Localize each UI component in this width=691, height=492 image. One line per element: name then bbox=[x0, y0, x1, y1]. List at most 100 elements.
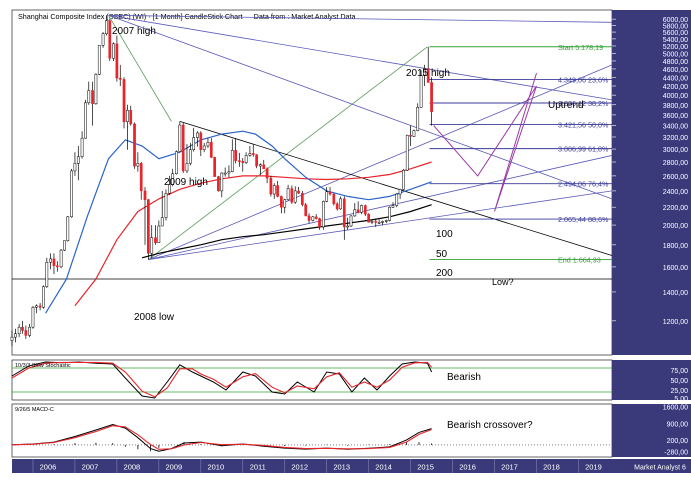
trend-line bbox=[108, 14, 613, 200]
macd-tick-label: -280,00 bbox=[664, 450, 688, 457]
annotation-2009-high: 2009 high bbox=[164, 177, 208, 188]
candle-body bbox=[171, 173, 175, 186]
candle-body bbox=[21, 326, 24, 331]
candle-body bbox=[80, 137, 84, 157]
fib-level-label: Start 5.178,19 bbox=[558, 43, 603, 52]
candle-body bbox=[388, 206, 391, 221]
projection-line bbox=[433, 72, 537, 212]
stochastic-tick-label: 25,00 bbox=[670, 388, 688, 395]
year-label: 2018 bbox=[543, 463, 560, 472]
candle-body bbox=[265, 168, 269, 179]
year-label: 2009 bbox=[166, 463, 183, 472]
candle-body bbox=[412, 130, 416, 137]
price-tick-label: 1200,00 bbox=[663, 319, 688, 326]
candle-body bbox=[87, 90, 91, 104]
stochastic-k-line bbox=[11, 361, 433, 399]
candle-body bbox=[14, 333, 17, 338]
price-tick-label: 4800,00 bbox=[663, 59, 688, 66]
price-tick-label: 4400,00 bbox=[663, 75, 688, 82]
candle-body bbox=[280, 196, 283, 208]
candle-body bbox=[122, 79, 126, 123]
candle-body bbox=[290, 188, 294, 203]
candle-body bbox=[97, 44, 101, 75]
year-label: 2015 bbox=[417, 463, 434, 472]
candle-body bbox=[150, 237, 154, 254]
candle-body bbox=[31, 307, 35, 328]
price-tick-label: 1400,00 bbox=[663, 290, 688, 297]
vendor-label: Market Analyst 6 bbox=[634, 465, 686, 472]
candle-body bbox=[84, 102, 87, 139]
candle-body bbox=[409, 134, 412, 137]
candle-body bbox=[10, 336, 14, 341]
price-tick-label: 5600,00 bbox=[663, 30, 688, 37]
price-tick-label: 6000,00 bbox=[663, 17, 688, 24]
candle-body bbox=[370, 221, 374, 223]
candle-body bbox=[42, 286, 45, 308]
annotation-uptrend: Uptrend bbox=[548, 100, 584, 111]
price-tick-label: 2400,00 bbox=[663, 189, 688, 196]
candle-body bbox=[45, 262, 49, 287]
year-label: 2008 bbox=[124, 463, 141, 472]
candle-body bbox=[349, 215, 353, 227]
trend-line bbox=[108, 15, 172, 122]
candle-body bbox=[339, 198, 342, 210]
candle-body bbox=[34, 305, 38, 308]
candle-body bbox=[311, 216, 315, 221]
price-tick-label: 3400,00 bbox=[663, 124, 688, 131]
candle-body bbox=[300, 193, 304, 205]
candle-body bbox=[416, 106, 420, 131]
annotation-bearish-crossover: Bearish crossover? bbox=[447, 420, 533, 431]
trend-line bbox=[148, 155, 613, 260]
candle-body bbox=[423, 68, 426, 76]
ma200-line bbox=[141, 204, 432, 259]
stochastic-d-line bbox=[11, 361, 433, 398]
macd-axis-bg bbox=[612, 404, 691, 457]
candle-body bbox=[164, 193, 168, 218]
year-label: 2019 bbox=[585, 463, 602, 472]
candle-body bbox=[94, 74, 98, 105]
candle-body bbox=[356, 209, 360, 213]
candle-body bbox=[255, 154, 258, 167]
candle-body bbox=[241, 161, 245, 163]
fib-level-label: 3.006,99 61,8% bbox=[558, 145, 609, 154]
candle-body bbox=[157, 225, 161, 244]
price-tick-label: 5800,00 bbox=[663, 24, 688, 31]
candle-body bbox=[70, 170, 73, 218]
candle-body bbox=[381, 221, 384, 223]
year-label: 2006 bbox=[40, 463, 57, 472]
candle-body bbox=[259, 164, 262, 167]
stochastic-tick-label: 50,00 bbox=[670, 378, 688, 385]
price-panel-frame bbox=[11, 9, 613, 356]
year-label: 2016 bbox=[459, 463, 476, 472]
macd-label: 9/26/5 MACD-C bbox=[15, 407, 54, 413]
stochastic-axis-bg bbox=[612, 360, 691, 400]
fib-level-label: End 1.664,93 bbox=[558, 255, 601, 264]
candle-body bbox=[293, 190, 297, 203]
candle-body bbox=[63, 240, 66, 251]
price-tick-label: 5000,00 bbox=[663, 51, 688, 58]
fib-level-label: 4.349,06 23,6% bbox=[558, 75, 609, 84]
fib-level-label: 3.421,56 50,0% bbox=[558, 120, 609, 129]
candle-body bbox=[426, 68, 430, 83]
candle-body bbox=[136, 163, 140, 167]
trend-line bbox=[148, 190, 613, 260]
candle-body bbox=[139, 163, 143, 192]
candle-body bbox=[332, 193, 336, 205]
candle-body bbox=[314, 216, 318, 219]
candle-body bbox=[321, 201, 325, 228]
candle-body bbox=[196, 132, 199, 138]
year-label: 2010 bbox=[207, 463, 224, 472]
annotation-2008-low: 2008 low bbox=[134, 312, 175, 323]
candle-body bbox=[248, 153, 252, 156]
candle-body bbox=[55, 265, 59, 268]
price-tick-label: 4000,00 bbox=[663, 93, 688, 100]
year-label: 2017 bbox=[501, 463, 518, 472]
candle-body bbox=[167, 184, 171, 194]
candle-body bbox=[269, 177, 273, 195]
candle-body bbox=[91, 90, 94, 105]
candle-body bbox=[108, 20, 112, 59]
annotation-2007-high: 2007 high bbox=[112, 26, 156, 37]
candle-body bbox=[199, 132, 203, 150]
macd-tick-label: 200,00 bbox=[667, 438, 689, 445]
